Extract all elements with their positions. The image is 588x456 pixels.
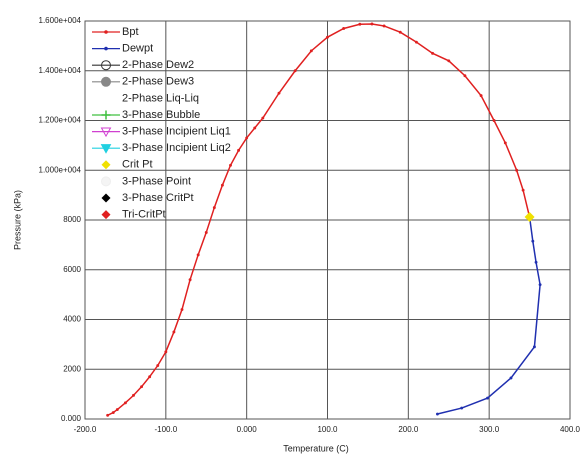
y-tick-label: 6000 — [63, 265, 81, 274]
legend-marker — [104, 30, 108, 34]
point — [245, 136, 249, 140]
legend-label: 3-Phase CritPt — [122, 192, 194, 204]
point — [229, 163, 232, 167]
point — [293, 69, 297, 73]
point — [253, 126, 257, 130]
legend-marker — [101, 160, 111, 170]
point — [414, 40, 418, 44]
y-tick-label: 1.200e+004 — [39, 116, 82, 125]
point — [358, 22, 362, 26]
point — [370, 22, 374, 26]
legend-label: 3-Phase Bubble — [122, 109, 200, 121]
point — [509, 376, 513, 380]
y-tick-label: 1.000e+004 — [39, 165, 82, 174]
point — [156, 364, 160, 367]
y-tick-label: 0.000 — [61, 414, 82, 423]
legend-marker — [101, 76, 111, 87]
point — [309, 49, 313, 53]
point — [326, 35, 329, 39]
point — [463, 74, 467, 78]
point — [132, 393, 135, 397]
legend-marker — [101, 60, 111, 71]
legend-marker — [101, 110, 111, 120]
legend-marker — [101, 193, 111, 203]
x-tick-label: 100.0 — [317, 425, 338, 434]
point — [447, 59, 451, 63]
x-tick-label: 200.0 — [398, 425, 419, 434]
point — [196, 253, 200, 257]
legend-label: 2-Phase Liq-Liq — [122, 92, 199, 104]
point — [172, 330, 176, 334]
x-tick-label: -100.0 — [154, 425, 177, 434]
point — [524, 212, 535, 223]
legend-marker — [101, 176, 111, 187]
legend-marker — [100, 144, 112, 154]
point — [515, 168, 519, 172]
point — [164, 350, 168, 354]
point — [123, 401, 127, 405]
x-tick-label: -200.0 — [74, 425, 97, 434]
legend-label: Tri-CritPt — [122, 209, 166, 221]
point — [435, 412, 439, 416]
point — [534, 260, 538, 264]
y-tick-label: 2000 — [63, 364, 81, 373]
x-axis-label: Temperature (C) — [283, 443, 349, 453]
point — [180, 308, 184, 311]
legend-marker — [101, 210, 111, 220]
legend-label: 3-Phase Point — [122, 175, 191, 187]
point — [261, 116, 265, 120]
point — [204, 230, 208, 234]
point — [148, 375, 152, 379]
point — [115, 408, 119, 411]
point — [460, 406, 464, 410]
point — [140, 385, 144, 389]
point — [382, 24, 386, 28]
legend-label: Crit Pt — [122, 159, 153, 171]
point — [503, 141, 507, 145]
x-tick-label: 0.000 — [237, 425, 258, 434]
point — [111, 411, 115, 414]
legend-label: 3-Phase Incipient Liq2 — [122, 142, 231, 154]
legend-marker — [100, 127, 112, 138]
point — [106, 413, 110, 417]
point — [398, 30, 402, 34]
point — [486, 396, 489, 400]
legend-label: 3-Phase Incipient Liq1 — [122, 126, 231, 138]
point — [479, 94, 483, 98]
legend-label: Dewpt — [122, 43, 153, 55]
legend-marker — [104, 46, 108, 51]
point — [532, 345, 536, 349]
point — [342, 27, 346, 30]
point — [431, 51, 435, 55]
point — [531, 239, 535, 243]
x-tick-label: 300.0 — [479, 425, 500, 434]
y-tick-label: 1.600e+004 — [39, 16, 82, 25]
legend-label: 2-Phase Dew3 — [122, 76, 194, 88]
point — [188, 278, 192, 282]
point — [220, 183, 224, 187]
point — [521, 188, 525, 192]
y-axis-label: Pressure (kPa) — [12, 190, 22, 250]
y-tick-label: 8000 — [63, 215, 81, 224]
point — [538, 283, 542, 287]
point — [237, 148, 241, 152]
legend-label: 2-Phase Dew2 — [122, 59, 194, 71]
y-tick-label: 1.400e+004 — [39, 66, 82, 75]
series-line — [107, 23, 531, 416]
y-tick-label: 4000 — [63, 315, 81, 324]
point — [277, 91, 281, 95]
point — [212, 206, 216, 210]
point — [492, 119, 496, 122]
legend-label: Bpt — [122, 26, 139, 38]
x-tick-label: 400.0 — [560, 425, 581, 434]
